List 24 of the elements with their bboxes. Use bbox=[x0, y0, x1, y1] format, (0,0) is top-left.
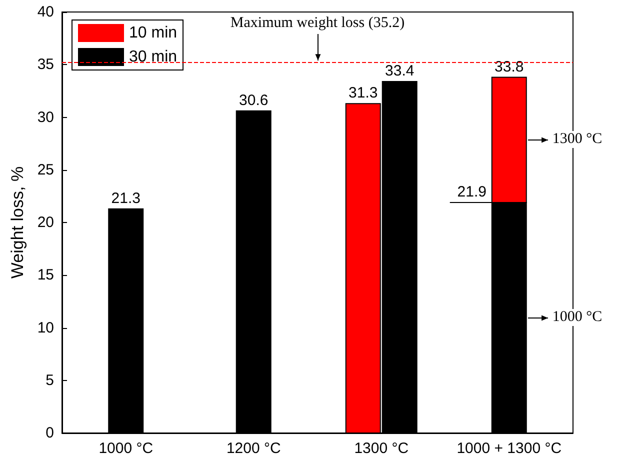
data-label: 33.4 bbox=[385, 62, 414, 80]
y-tick-label: 35 bbox=[37, 56, 54, 74]
x-tick-label: 1000 °C bbox=[98, 440, 154, 457]
y-tick-label: 0 bbox=[46, 424, 54, 442]
data-label: 21.9 bbox=[457, 184, 486, 201]
x-tick-label: 1300 °C bbox=[354, 440, 409, 457]
y-tick-label: 10 bbox=[37, 319, 54, 336]
y-tick-label: 25 bbox=[37, 161, 54, 178]
data-label: 30.6 bbox=[239, 92, 268, 109]
x-tick-label: 1000 + 1300 °C bbox=[456, 440, 562, 457]
y-tick-label: 15 bbox=[37, 266, 54, 284]
annotation: 1000 °C bbox=[551, 309, 604, 326]
y-axis-title: Weight loss, % bbox=[8, 166, 27, 279]
y-tick-label: 40 bbox=[37, 4, 54, 20]
data-label: 21.3 bbox=[111, 190, 140, 207]
y-tick-label: 5 bbox=[46, 372, 54, 389]
legend-label: 30 min bbox=[129, 48, 178, 66]
ref-line-label: Maximum weight loss (35.2) bbox=[229, 14, 406, 32]
annotation: 1300 °C bbox=[551, 131, 604, 148]
data-label: 31.3 bbox=[348, 84, 378, 102]
legend-label: 10 min bbox=[129, 24, 178, 42]
x-tick-label: 1200 °C bbox=[226, 440, 281, 457]
y-tick-label: 20 bbox=[37, 214, 54, 231]
y-tick-label: 30 bbox=[37, 108, 54, 126]
